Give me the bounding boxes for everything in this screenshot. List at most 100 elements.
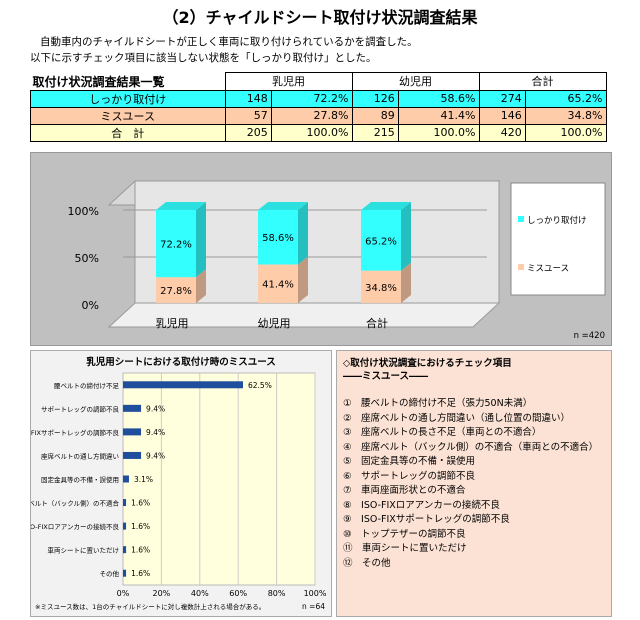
bar-data-label: 9.4% bbox=[146, 451, 165, 460]
category-label: サポートレッグの調節不良 bbox=[41, 404, 120, 413]
bar-side bbox=[196, 202, 206, 278]
misuse-footnote: ※ミスユース数は、1台のチャイルドシートに対し複数計上される場合がある。 bbox=[35, 602, 265, 611]
category-label: 座席ベルトの通し方間違い bbox=[41, 451, 119, 460]
misuse-chart-panel: 乳児用シートにおける取付け時のミスユース 62.5% 9.4% 9.4% 9.4% 3.… bbox=[15, 350, 332, 617]
checklist-title: ◇取付け状況調査におけるチェック項目 bbox=[343, 358, 512, 369]
x-tick-label: 80% bbox=[268, 589, 286, 598]
bar-side bbox=[298, 202, 308, 265]
row-label: ミスユース bbox=[30, 106, 226, 125]
table-cell: 100.0% bbox=[524, 123, 607, 142]
sample-size-note: n =420 bbox=[574, 331, 605, 341]
bar-data-label: 9.4% bbox=[146, 428, 165, 437]
misuse-sample-size: n =64 bbox=[302, 602, 325, 611]
table-cell: 148 bbox=[224, 89, 272, 108]
category-label: 座席ベルト（バックル側）の不適合 bbox=[31, 499, 119, 508]
checklist-item: ② 座席ベルトの通し方間違い（通し位置の間違い） bbox=[343, 412, 571, 424]
hbar-marks: 62.5% 9.4% 9.4% 9.4% 3.1% 1.6% 1.6% 1.6% 1.6% bbox=[123, 381, 272, 578]
y-tick-50: 50% bbox=[75, 252, 99, 265]
category-label: 腰ベルトの締付け不足 bbox=[54, 381, 120, 390]
bar-data-label: 3.1% bbox=[134, 475, 153, 484]
bar-data-label: 65.2% bbox=[365, 236, 397, 247]
checklist-item: ① 腰ベルトの締付け不足（張力50N未満） bbox=[343, 398, 533, 409]
bar-segment bbox=[361, 270, 401, 303]
checklist-item: ⑦ 車両座面形状との不適合 bbox=[343, 485, 466, 496]
bar-data-label: 9.4% bbox=[146, 404, 165, 413]
bar bbox=[123, 569, 127, 577]
bar bbox=[123, 428, 142, 436]
category-label: 乳児用 bbox=[156, 317, 189, 330]
bar-top bbox=[258, 202, 308, 210]
bar-top bbox=[156, 202, 206, 210]
misuse-chart-title: 乳児用シートにおける取付け時のミスユース bbox=[86, 356, 276, 368]
category-label: 車両シートに置いただけ bbox=[48, 546, 120, 555]
plot-area bbox=[122, 372, 316, 586]
intro-line-2: 以下に示すチェック項目に該当しない状態を「しっかり取付け」とした。 bbox=[30, 52, 377, 64]
checklist-items: ① 腰ベルトの締付け不足（張力50N未満） ② 座席ベルトの通し方間違い（通し位置… bbox=[343, 395, 609, 569]
table-cell: 34.8% bbox=[524, 106, 607, 125]
header-total: 合計 bbox=[478, 72, 607, 91]
bar-data-label: 41.4% bbox=[262, 280, 294, 291]
bar bbox=[123, 381, 243, 389]
bar-data-label: 34.8% bbox=[365, 283, 397, 294]
bar-data-label: 58.6% bbox=[262, 233, 294, 244]
x-tick-label: 40% bbox=[191, 589, 209, 598]
stacked-bar-chart: 27.8% 72.2% 乳児用 41.4% 58.6% 幼児用 34.8% 65.2% 合計 1… bbox=[68, 180, 606, 341]
legend-label-ok: しっかり取付け bbox=[527, 215, 587, 226]
x-tick-label: 0% bbox=[117, 589, 130, 598]
table-cell: 126 bbox=[351, 89, 399, 108]
y-tick-0: 0% bbox=[82, 299, 99, 312]
table-cell: 215 bbox=[351, 123, 399, 142]
header-infant: 乳児用 bbox=[224, 72, 353, 91]
table-cell: 205 bbox=[224, 123, 272, 142]
bar-data-label: 27.8% bbox=[160, 286, 192, 297]
table-cell: 58.6% bbox=[397, 89, 480, 108]
hbar-grid bbox=[160, 373, 316, 585]
bar-segment bbox=[361, 210, 401, 271]
category-label: ISO-FIXロアアンカーの接続不良 bbox=[31, 522, 119, 531]
checklist-item: ⑤ 固定金具等の不備・誤使用 bbox=[343, 456, 476, 467]
table-cell: 100.0% bbox=[270, 123, 353, 142]
checklist-item: ⑨ ISO-FIXサポートレッグの調節不良 bbox=[343, 514, 510, 525]
stacked-chart-panel: 27.8% 72.2% 乳児用 41.4% 58.6% 幼児用 34.8% 65.2% 合計 1… bbox=[30, 152, 612, 346]
legend-swatch-miss bbox=[518, 264, 524, 270]
page-title: （2）チャイルドシート取付け状況調査結果 bbox=[162, 8, 478, 27]
intro-line-1: 自動車内のチャイルドシートが正しく車両に取り付けられているかを調査した。 bbox=[40, 36, 418, 48]
bar-side bbox=[196, 269, 206, 303]
category-label: 合計 bbox=[366, 316, 388, 330]
bar-segment bbox=[156, 210, 196, 278]
y-tick-100: 100% bbox=[68, 205, 99, 218]
x-tick-label: 60% bbox=[229, 589, 247, 598]
checklist-item: ⑧ ISO-FIXロアアンカーの接続不良 bbox=[343, 499, 500, 511]
checklist-item: ⑩ トップテザーの調節不良 bbox=[343, 528, 466, 540]
checklist-subtitle: ――ミスユース―― bbox=[343, 371, 429, 382]
category-label: 固定金具等の不備・誤使用 bbox=[41, 475, 119, 484]
legend-swatch-ok bbox=[518, 216, 524, 222]
bar-data-label: 72.2% bbox=[160, 240, 192, 251]
x-tick-label: 100% bbox=[304, 589, 327, 598]
bar-segment bbox=[258, 264, 298, 303]
table-cell: 420 bbox=[478, 123, 526, 142]
category-label: ISO-FIXサポートレッグの調節不良 bbox=[31, 428, 119, 437]
category-label: その他 bbox=[100, 569, 120, 578]
checklist-item: ⑪ 車両シートに置いただけ bbox=[343, 543, 467, 554]
summary-header-row: 取付け状況調査結果一覧 乳児用 幼児用 合計 bbox=[31, 72, 607, 91]
x-tick-label: 20% bbox=[153, 589, 171, 598]
table-cell: 65.2% bbox=[524, 89, 607, 108]
misuse-bar-chart: 乳児用シートにおける取付け時のミスユース 62.5% 9.4% 9.4% 9.4% 3.… bbox=[15, 356, 327, 611]
row-label: しっかり取付け bbox=[30, 89, 226, 108]
table-cell: 100.0% bbox=[397, 123, 480, 142]
bar-side bbox=[401, 202, 411, 271]
checklist-item: ⑥ サポートレッグの調節不良 bbox=[343, 470, 476, 482]
header-toddler: 幼児用 bbox=[351, 72, 480, 91]
bar-data-label: 1.6% bbox=[131, 569, 150, 578]
bar-segment bbox=[258, 210, 298, 265]
bar-data-label: 1.6% bbox=[131, 499, 150, 508]
checklist-panel: ◇取付け状況調査におけるチェック項目 ――ミスユース―― ① 腰ベルトの締付け不… bbox=[336, 350, 612, 617]
table-row: 合 計 205 100.0% 215 100.0% 420 100.0% bbox=[30, 123, 607, 142]
table-cell: 89 bbox=[351, 106, 399, 125]
bar bbox=[123, 499, 127, 507]
bar-side bbox=[401, 262, 411, 303]
legend-label-miss: ミスユース bbox=[527, 264, 569, 274]
hbar-x-ticks: 0% 20% 40% 60% 80% 100% bbox=[117, 589, 327, 598]
